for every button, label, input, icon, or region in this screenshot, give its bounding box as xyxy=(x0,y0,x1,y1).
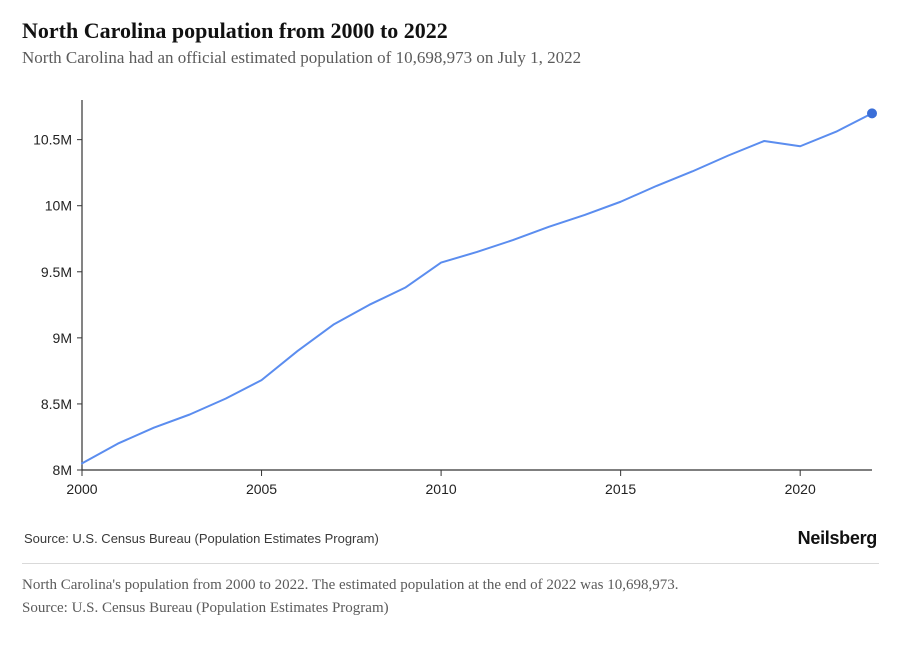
svg-text:10.5M: 10.5M xyxy=(33,132,72,148)
chart-title: North Carolina population from 2000 to 2… xyxy=(22,18,879,44)
svg-text:2000: 2000 xyxy=(66,481,97,497)
svg-text:10M: 10M xyxy=(45,198,72,214)
svg-text:8M: 8M xyxy=(53,462,72,478)
source-row: Source: U.S. Census Bureau (Population E… xyxy=(22,528,879,549)
caption-line-1: North Carolina's population from 2000 to… xyxy=(22,574,879,597)
svg-text:8.5M: 8.5M xyxy=(41,396,72,412)
svg-text:9.5M: 9.5M xyxy=(41,264,72,280)
chart-subtitle: North Carolina had an official estimated… xyxy=(22,48,879,68)
source-label: Source: U.S. Census Bureau (Population E… xyxy=(24,531,379,546)
divider xyxy=(22,563,879,564)
caption-line-2: Source: U.S. Census Bureau (Population E… xyxy=(22,597,879,620)
svg-text:2015: 2015 xyxy=(605,481,636,497)
brand-logo: Neilsberg xyxy=(798,528,877,549)
chart-svg: 8M 8.5M 9M 9.5M 10M 10.5M 2000 2005 2010 2015 2020 xyxy=(22,90,882,510)
svg-text:9M: 9M xyxy=(53,330,72,346)
line-chart: 8M 8.5M 9M 9.5M 10M 10.5M 2000 2005 2010 2015 2020 xyxy=(22,90,882,510)
svg-text:2005: 2005 xyxy=(246,481,277,497)
svg-text:2020: 2020 xyxy=(785,481,816,497)
svg-text:2010: 2010 xyxy=(426,481,457,497)
